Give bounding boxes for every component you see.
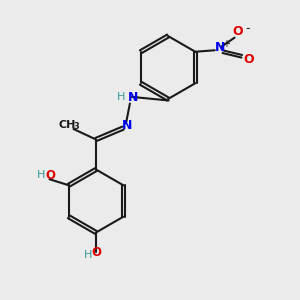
Text: O: O (45, 169, 55, 182)
Text: -: - (245, 22, 249, 34)
Text: N: N (215, 41, 225, 54)
Text: H: H (117, 92, 125, 102)
Text: 3: 3 (74, 122, 80, 131)
Text: N: N (122, 119, 132, 132)
Text: CH: CH (59, 120, 76, 130)
Text: H: H (83, 250, 92, 260)
Text: O: O (232, 25, 243, 38)
Text: O: O (91, 246, 101, 260)
Text: O: O (243, 53, 254, 66)
Text: N: N (128, 91, 138, 104)
Text: +: + (223, 39, 230, 49)
Text: H: H (37, 170, 45, 180)
